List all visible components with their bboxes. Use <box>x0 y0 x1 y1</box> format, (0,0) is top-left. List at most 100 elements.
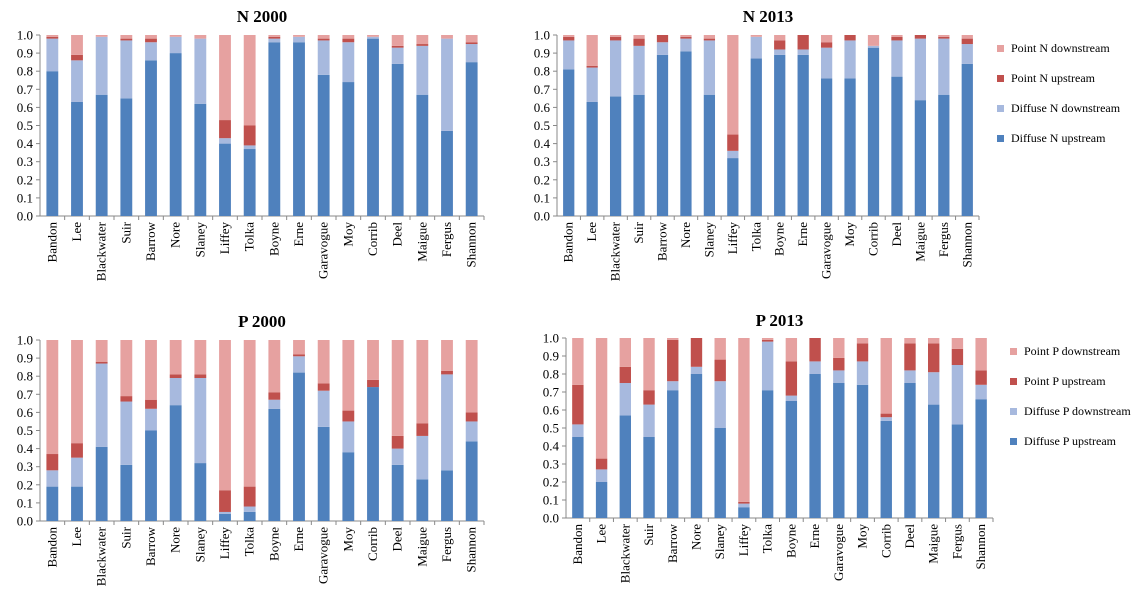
bar-segment <box>293 356 305 373</box>
bar-segment <box>833 370 845 383</box>
bar-segment <box>880 417 892 421</box>
bar-segment <box>194 103 207 216</box>
bar-segment <box>46 71 59 216</box>
y-tick-label: 0.7 <box>543 385 560 400</box>
bar-segment <box>914 100 927 216</box>
bar-segment <box>416 45 429 95</box>
bar-segment <box>891 36 903 41</box>
bar-segment <box>465 340 478 413</box>
bar-segment <box>880 420 892 518</box>
bar-segment <box>219 513 231 521</box>
bar-segment <box>809 361 821 374</box>
bar-segment <box>243 125 256 146</box>
bar-segment <box>774 35 786 41</box>
bar-segment <box>391 35 404 46</box>
x-tick-label: Liffey <box>217 527 232 560</box>
x-tick-label: Liffey <box>725 222 740 255</box>
bar-segment <box>609 35 622 37</box>
bar-segment <box>391 340 404 436</box>
x-tick-label: Fergus <box>439 527 454 562</box>
x-tick-label: Liffey <box>217 222 232 255</box>
x-tick-label: Suir <box>118 221 133 243</box>
x-tick-label: Blackwater <box>94 221 109 281</box>
bar-segment <box>833 338 845 358</box>
bar-segment <box>667 390 679 518</box>
bar-segment <box>586 35 598 66</box>
bar-segment <box>844 35 856 41</box>
bar-segment <box>785 338 798 362</box>
x-tick-label: Suir <box>118 526 133 548</box>
chart-title: N 2013 <box>743 7 794 26</box>
bar-segment <box>703 35 716 39</box>
bar-segment <box>619 366 631 383</box>
bar-segment <box>891 76 903 216</box>
bar-segment <box>595 469 608 482</box>
bar-segment <box>951 365 964 425</box>
bar-segment <box>904 383 916 518</box>
y-tick-label: 0.5 <box>17 423 33 438</box>
y-tick-label: 0.0 <box>17 514 33 529</box>
x-tick-label: Moy <box>340 222 355 247</box>
bar-segment <box>145 38 157 43</box>
x-tick-label: Deel <box>902 524 917 549</box>
bar-segment <box>317 74 330 216</box>
bar-segment <box>46 340 59 455</box>
x-tick-label: Maigue <box>912 222 927 262</box>
x-tick-label: Deel <box>390 527 405 552</box>
x-tick-label: Corrib <box>365 527 380 561</box>
x-tick-label: Suir <box>631 221 646 243</box>
y-tick-label: 0.7 <box>534 82 551 97</box>
bar-segment <box>145 340 157 400</box>
x-tick-label: Lee <box>584 222 599 242</box>
chart-title: P 2000 <box>238 312 286 331</box>
bar-segment <box>938 94 950 216</box>
x-tick-label: Slaney <box>192 222 207 258</box>
x-tick-label: Fergus <box>936 222 951 257</box>
bar-segment <box>667 339 679 382</box>
bar-segment <box>194 463 207 521</box>
x-tick-label: Shannon <box>464 221 479 267</box>
bar-segment <box>833 383 845 518</box>
bar-segment <box>416 423 429 436</box>
bar-segment <box>243 340 256 487</box>
bar-segment <box>120 396 133 402</box>
bar-segment <box>268 36 281 39</box>
bar-segment <box>342 38 355 43</box>
y-tick-label: 0.2 <box>543 475 559 490</box>
bar-segment <box>856 361 869 385</box>
bar-segment <box>243 145 256 150</box>
bar-segment <box>219 35 231 121</box>
bar-segment <box>703 40 716 95</box>
legend-swatch <box>1010 348 1017 355</box>
bar-segment <box>342 35 355 39</box>
bar-segment <box>797 54 809 216</box>
bar-segment <box>572 384 584 425</box>
bar-segment <box>71 35 83 55</box>
bar-segment <box>268 38 281 43</box>
x-tick-label: Maigue <box>414 222 429 262</box>
bar-segment <box>703 94 716 216</box>
bar-segment <box>441 340 453 371</box>
legend-swatch <box>997 45 1004 52</box>
bar-segment <box>867 35 880 46</box>
bar-segment <box>820 78 833 216</box>
bar-segment <box>293 36 305 43</box>
x-tick-label: Slaney <box>192 527 207 563</box>
bar-segment <box>95 36 108 95</box>
y-tick-label: 0.8 <box>17 369 33 384</box>
bar-segment <box>219 490 231 512</box>
bar-segment <box>46 38 59 72</box>
y-tick-label: 0.2 <box>17 477 33 492</box>
bar-segment <box>750 35 762 37</box>
bar-segment <box>714 428 726 518</box>
bar-segment <box>441 130 453 216</box>
bar-segment <box>595 458 608 470</box>
bar-segment <box>774 54 786 216</box>
bar-segment <box>891 35 903 37</box>
bar-segment <box>727 158 739 216</box>
bar-segment <box>71 101 83 216</box>
bar-segment <box>391 63 404 217</box>
bar-segment <box>169 405 182 521</box>
bar-segment <box>619 338 631 367</box>
bar-segment <box>856 343 869 362</box>
